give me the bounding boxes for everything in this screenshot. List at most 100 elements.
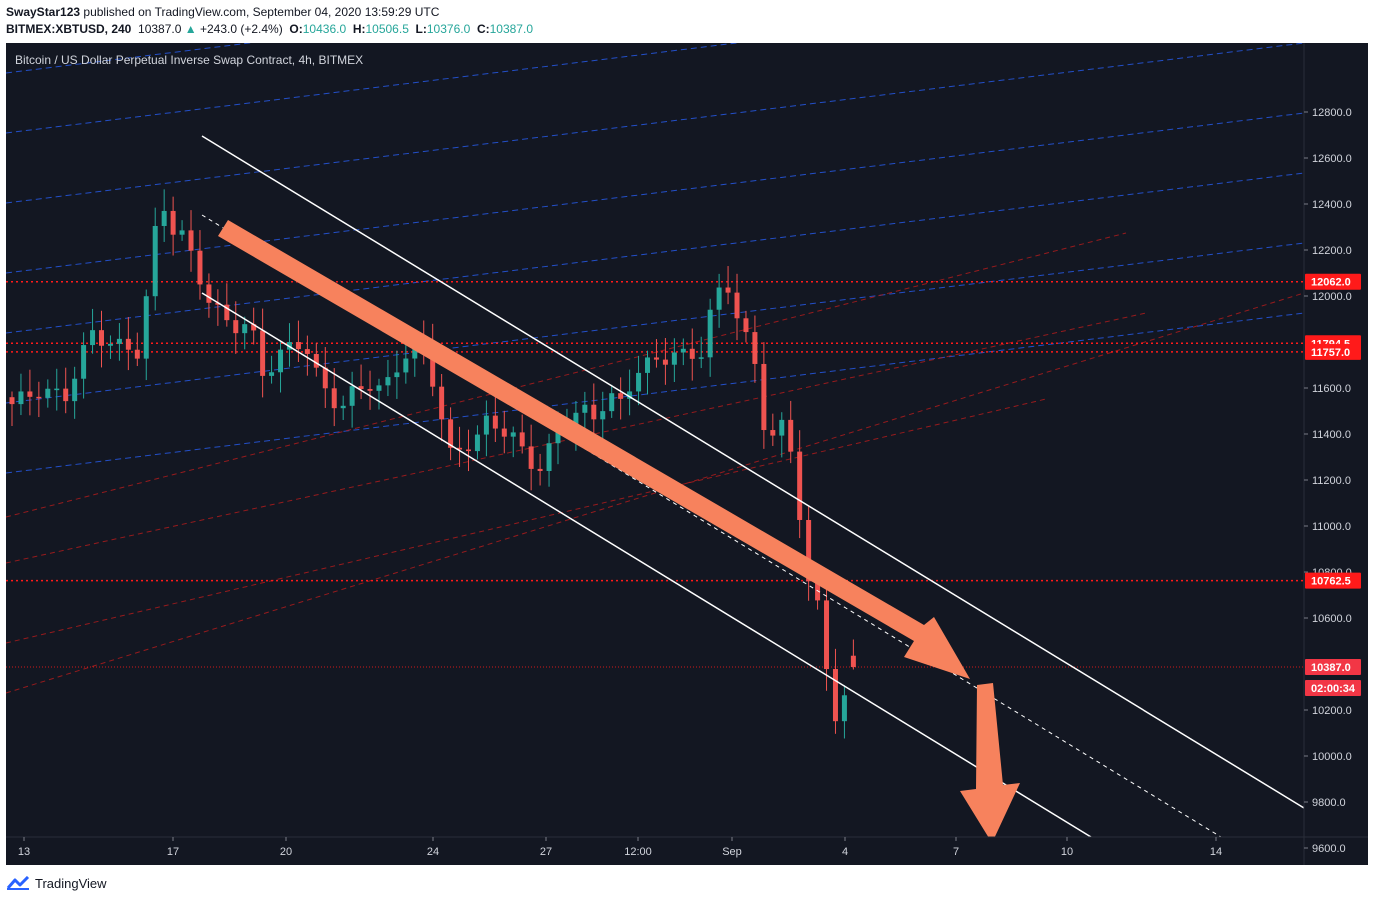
- x-tick-label: 12:00: [624, 846, 652, 858]
- fib-line-red: [6, 398, 1047, 644]
- channel-mid-line: [201, 214, 1222, 837]
- candle-up: [179, 230, 185, 235]
- candle-down: [27, 391, 33, 397]
- x-tick-label: 20: [280, 846, 292, 858]
- candle-up: [841, 695, 847, 722]
- x-tick-label: 4: [842, 846, 848, 858]
- chart-panel[interactable]: 12800.0 12600.0 12400.0 12200.0 12000.0 11600…: [6, 43, 1368, 865]
- author-name[interactable]: SwayStar123: [6, 5, 81, 19]
- candle-up: [698, 357, 704, 359]
- candle-up: [349, 386, 355, 406]
- last-price-label-bg: [1305, 658, 1361, 675]
- countdown-label: 02:00:34: [1311, 683, 1356, 695]
- drop-arrow-icon: [960, 683, 1020, 837]
- y-tick-label: 12800.0: [1312, 107, 1352, 119]
- candle-up: [636, 372, 642, 392]
- candle-down: [519, 432, 525, 447]
- candle-down: [591, 404, 597, 420]
- candle-up: [45, 388, 51, 398]
- fib-line: [6, 112, 1304, 274]
- candle-up: [600, 411, 606, 420]
- candle-down: [233, 320, 239, 334]
- level-price-label: 11757.0: [1311, 347, 1350, 359]
- candle-up: [152, 225, 158, 297]
- candle-down: [125, 338, 131, 350]
- x-tick-label: 7: [953, 846, 959, 858]
- candle-down: [824, 600, 830, 670]
- candle-up: [707, 309, 713, 358]
- low-value: 10376.0: [426, 22, 471, 36]
- low-label: L:: [415, 22, 427, 36]
- y-tick-label: 10600.0: [1312, 613, 1352, 625]
- candle-down: [653, 357, 659, 360]
- y-tick-label: 11600.0: [1312, 383, 1351, 395]
- candle-up: [510, 432, 516, 437]
- fib-line: [6, 172, 1304, 334]
- candle-up: [116, 338, 122, 344]
- candle-up: [582, 404, 588, 413]
- candle-down: [492, 415, 498, 429]
- high-label: H:: [352, 22, 366, 36]
- candle-up: [546, 443, 552, 471]
- published-text: published on TradingView.com, September …: [80, 5, 440, 19]
- tradingview-logo[interactable]: TradingView: [6, 874, 107, 892]
- y-tick-label: 11000.0: [1312, 521, 1351, 533]
- candle-down: [448, 419, 454, 448]
- last-price-text: 10387.0: [138, 22, 182, 36]
- candle-down: [63, 388, 69, 402]
- candle-up: [474, 434, 480, 452]
- candle-up: [671, 352, 677, 365]
- candle-down: [788, 419, 794, 452]
- y-tick-label: 12600.0: [1312, 153, 1352, 165]
- candle-up: [394, 372, 400, 378]
- candle-down: [304, 349, 310, 354]
- y-tick-label: 12200.0: [1312, 245, 1352, 257]
- candle-down: [215, 302, 221, 305]
- downtrend-arrow-icon: [218, 220, 970, 679]
- publish-info: SwayStar123 published on TradingView.com…: [6, 5, 439, 19]
- plot-area: [6, 43, 1304, 837]
- tradingview-cloud-icon: [6, 876, 30, 890]
- candle-down: [439, 386, 445, 420]
- channel-upper-line: [201, 135, 1304, 809]
- candle-down: [725, 287, 731, 293]
- candle-up: [779, 419, 785, 436]
- candle-up: [403, 358, 409, 373]
- candle-down: [752, 332, 758, 364]
- high-value: 10506.5: [365, 22, 409, 36]
- candle-up: [107, 343, 113, 346]
- fib-line: [6, 43, 741, 134]
- candle-down: [251, 324, 257, 331]
- open-value: 10436.0: [302, 22, 347, 36]
- level-price-label: 12062.0: [1311, 277, 1351, 289]
- y-tick-label: 11200.0: [1312, 475, 1351, 487]
- last-price-label: 10387.0: [1311, 662, 1351, 674]
- channel-lower-line: [201, 292, 1092, 837]
- candle-down: [260, 330, 266, 376]
- candle-down: [501, 428, 507, 437]
- close-label: C:: [476, 22, 490, 36]
- candle-down: [36, 396, 42, 399]
- candle-down: [743, 318, 749, 333]
- footer-brand: TradingView: [35, 875, 107, 891]
- countdown-label-bg: [1305, 679, 1361, 696]
- candle-down: [134, 349, 140, 359]
- candle-down: [797, 451, 803, 520]
- y-tick-label: 12400.0: [1312, 199, 1352, 211]
- candle-down: [188, 230, 194, 251]
- chart-canvas[interactable]: 12800.0 12600.0 12400.0 12200.0 12000.0 11600…: [6, 43, 1368, 865]
- candle-up: [340, 405, 346, 409]
- x-tick-label: 17: [167, 846, 179, 858]
- candle-down: [806, 519, 812, 582]
- x-tick-label: 13: [18, 846, 30, 858]
- fib-line: [6, 242, 1304, 404]
- candle-down: [457, 447, 463, 450]
- candle-down: [465, 449, 471, 452]
- candle-up: [385, 377, 391, 386]
- candle-up: [645, 357, 651, 373]
- y-tick-label: 11400.0: [1312, 429, 1351, 441]
- fib-line-red: [6, 232, 1127, 518]
- candle-down: [770, 430, 776, 436]
- candle-up: [90, 330, 96, 346]
- candle-down: [224, 304, 230, 321]
